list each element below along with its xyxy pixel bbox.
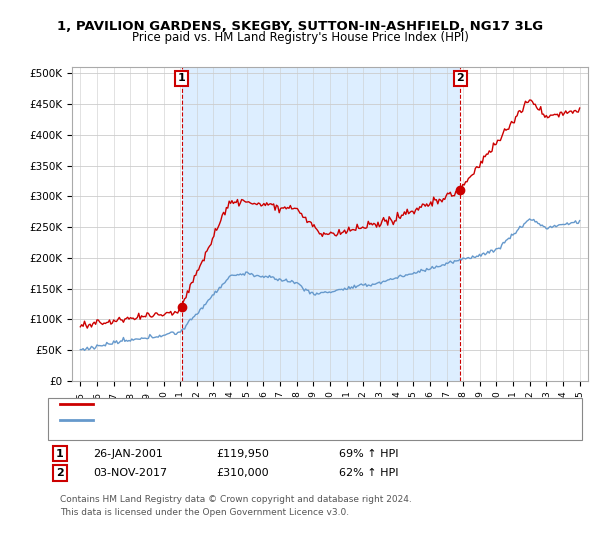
Text: 62% ↑ HPI: 62% ↑ HPI xyxy=(339,468,398,478)
Text: HPI: Average price, detached house, Ashfield: HPI: Average price, detached house, Ashf… xyxy=(99,415,334,425)
Text: This data is licensed under the Open Government Licence v3.0.: This data is licensed under the Open Gov… xyxy=(60,508,349,517)
Text: 69% ↑ HPI: 69% ↑ HPI xyxy=(339,449,398,459)
Text: 2: 2 xyxy=(457,73,464,83)
Bar xyxy=(182,67,460,381)
Text: £119,950: £119,950 xyxy=(216,449,269,459)
Text: Contains HM Land Registry data © Crown copyright and database right 2024.: Contains HM Land Registry data © Crown c… xyxy=(60,495,412,504)
Text: 2: 2 xyxy=(56,468,64,478)
Text: 26-JAN-2001: 26-JAN-2001 xyxy=(93,449,163,459)
Text: 1, PAVILION GARDENS, SKEGBY, SUTTON-IN-ASHFIELD, NG17 3LG: 1, PAVILION GARDENS, SKEGBY, SUTTON-IN-A… xyxy=(57,20,543,32)
Text: 1: 1 xyxy=(178,73,185,83)
Text: 1: 1 xyxy=(56,449,64,459)
Text: 03-NOV-2017: 03-NOV-2017 xyxy=(93,468,167,478)
Text: Price paid vs. HM Land Registry's House Price Index (HPI): Price paid vs. HM Land Registry's House … xyxy=(131,31,469,44)
Text: £310,000: £310,000 xyxy=(216,468,269,478)
Text: 1, PAVILION GARDENS, SKEGBY, SUTTON-IN-ASHFIELD, NG17 3LG (detached house): 1, PAVILION GARDENS, SKEGBY, SUTTON-IN-A… xyxy=(99,399,533,409)
